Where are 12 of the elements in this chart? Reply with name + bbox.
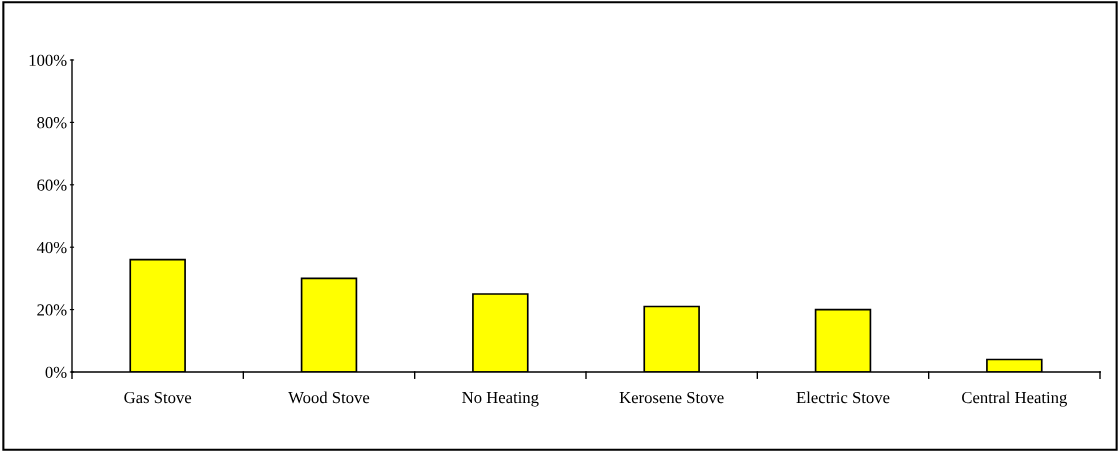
y-tick-label: 60% <box>37 179 67 191</box>
x-tick-label: Central Heating <box>962 391 1067 407</box>
y-tick-label: 40% <box>36 241 67 254</box>
x-tick-label: Electric Stove <box>796 391 890 404</box>
y-tick-label: 20% <box>37 304 67 316</box>
x-tick-label: Kerosene Stove <box>619 391 724 404</box>
y-tick-label: 80% <box>37 117 67 129</box>
y-tick-label: 100% <box>29 54 67 66</box>
x-tick-label: Wood Stove <box>288 391 370 404</box>
y-tick-label: 0% <box>45 366 67 378</box>
x-tick-label: Gas Stove <box>124 391 192 404</box>
x-tick-label: No Heating <box>462 391 539 407</box>
